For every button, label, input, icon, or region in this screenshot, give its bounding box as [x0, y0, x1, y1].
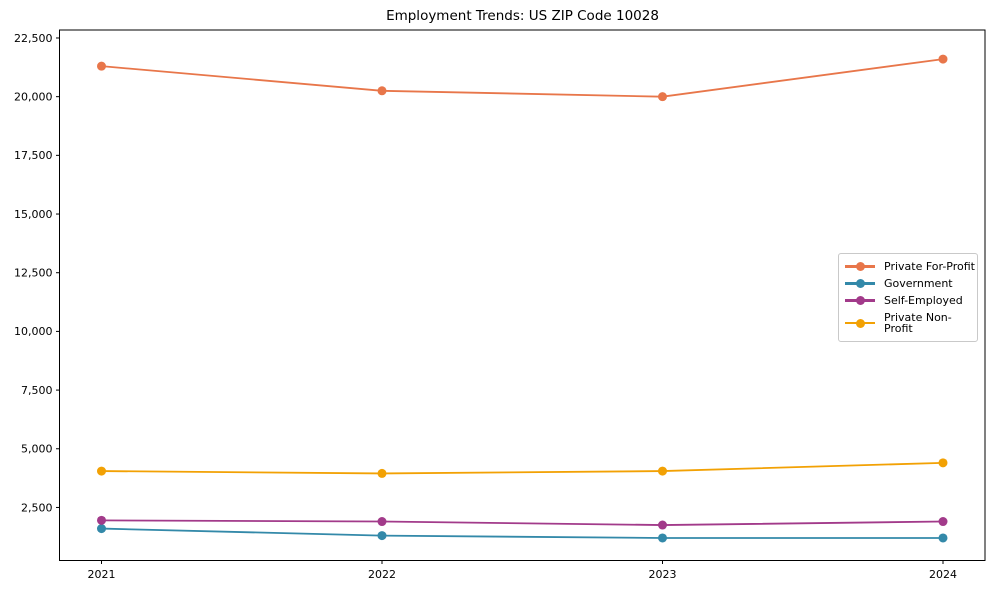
- y-tick-label: 20,000: [14, 90, 53, 103]
- y-tick-label: 17,500: [14, 149, 53, 162]
- y-tick-label: 10,000: [14, 325, 53, 338]
- series-marker-government: [97, 524, 106, 534]
- series-line-government: [101, 527, 943, 539]
- series-marker-private-for-profit: [938, 54, 948, 64]
- y-tick-label: 5,000: [21, 443, 53, 456]
- legend-item-self-employed: Self-Employed: [839, 295, 977, 306]
- plot-frame: [59, 29, 986, 561]
- series-line-private-non-profit: [101, 461, 944, 475]
- series-marker-private-non-profit: [938, 458, 948, 468]
- y-tick-label: 12,500: [14, 267, 53, 280]
- legend-dot-icon: [855, 296, 865, 305]
- legend-label: Government: [884, 277, 953, 290]
- legend-label: Private Non-Profit: [884, 311, 952, 335]
- x-tick-label: 2022: [368, 568, 396, 581]
- series-marker-private-non-profit: [377, 468, 387, 478]
- y-tick-label: 2,500: [21, 501, 53, 514]
- series-line-self-employed: [101, 519, 944, 526]
- series-marker-government: [938, 533, 948, 543]
- series-marker-self-employed: [377, 517, 387, 527]
- series-marker-private-non-profit: [97, 466, 106, 476]
- legend-marker-icon: [845, 296, 875, 305]
- y-tick-label: 7,500: [21, 384, 53, 397]
- legend-item-private-non-profit: Private Non-Profit: [839, 312, 977, 334]
- legend-dot-icon: [855, 262, 865, 271]
- legend-item-government: Government: [839, 278, 977, 289]
- series-marker-government: [658, 533, 667, 543]
- series-marker-private-for-profit: [658, 92, 667, 102]
- series-marker-private-for-profit: [97, 61, 106, 71]
- series-marker-self-employed: [938, 517, 948, 527]
- legend-item-private-for-profit: Private For-Profit: [839, 261, 977, 272]
- series-marker-government: [377, 531, 387, 541]
- y-tick-label: 22,500: [14, 32, 53, 45]
- x-tick-label: 2021: [88, 568, 116, 581]
- legend-marker-icon: [845, 279, 875, 288]
- legend-dot-icon: [855, 318, 865, 328]
- chart-title: Employment Trends: US ZIP Code 10028: [386, 8, 659, 24]
- legend-marker-icon: [845, 262, 875, 271]
- y-tick-label: 15,000: [14, 208, 53, 221]
- legend-label: Self-Employed: [884, 294, 963, 307]
- x-tick-label: 2023: [649, 568, 677, 581]
- series-marker-private-non-profit: [658, 466, 667, 476]
- legend-dot-icon: [855, 279, 865, 288]
- series-marker-private-for-profit: [377, 86, 387, 96]
- x-tick-label: 2024: [929, 568, 957, 581]
- series-marker-self-employed: [97, 515, 106, 525]
- legend-label: Private For-Profit: [884, 260, 975, 273]
- series-marker-self-employed: [658, 520, 667, 530]
- legend: Private For-Profit Government Self-Employe…: [838, 253, 978, 342]
- series-line-private-for-profit: [101, 58, 944, 98]
- legend-marker-icon: [845, 318, 875, 328]
